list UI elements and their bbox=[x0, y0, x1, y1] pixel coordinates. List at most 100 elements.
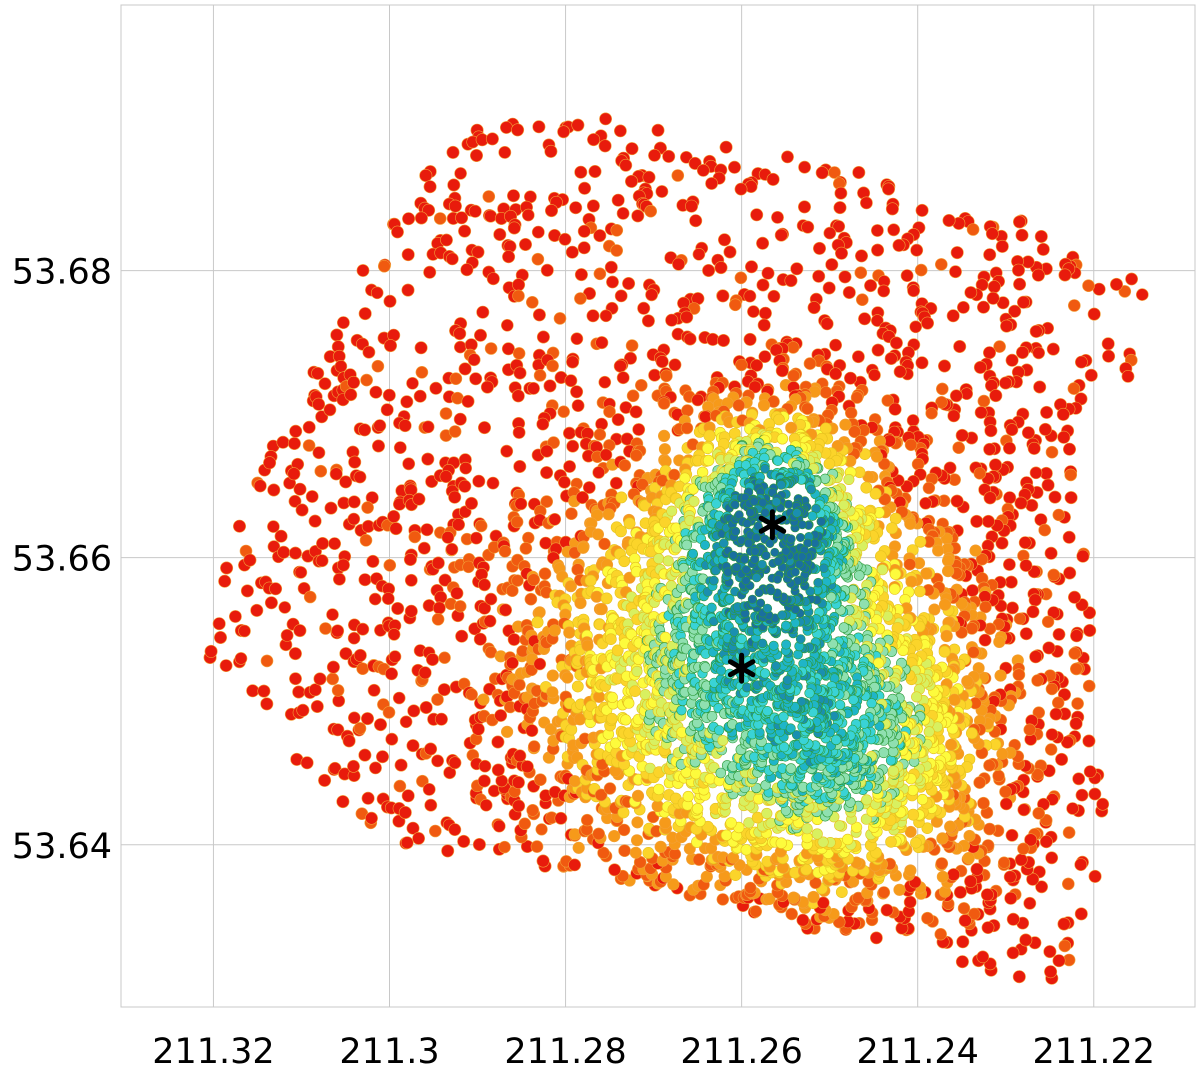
density-point bbox=[326, 660, 340, 674]
density-point bbox=[204, 644, 218, 658]
density-point bbox=[1024, 833, 1038, 847]
density-point bbox=[564, 374, 578, 388]
density-point bbox=[486, 476, 500, 490]
density-point bbox=[598, 537, 611, 551]
density-point bbox=[714, 725, 725, 736]
density-point bbox=[631, 665, 643, 677]
density-point bbox=[267, 520, 280, 533]
density-point bbox=[406, 821, 420, 835]
density-point bbox=[586, 309, 600, 323]
density-point bbox=[447, 178, 461, 192]
density-point bbox=[214, 630, 228, 644]
density-point bbox=[511, 775, 525, 789]
density-point bbox=[744, 260, 758, 274]
density-point bbox=[412, 492, 426, 506]
density-point bbox=[660, 369, 673, 383]
density-point bbox=[832, 220, 846, 233]
density-point bbox=[1045, 851, 1059, 865]
density-point bbox=[514, 497, 528, 511]
density-point bbox=[947, 409, 961, 423]
density-point bbox=[477, 601, 491, 615]
density-point bbox=[774, 228, 788, 242]
density-point bbox=[439, 470, 453, 483]
density-point bbox=[331, 723, 345, 737]
density-point bbox=[316, 536, 330, 550]
density-point bbox=[858, 312, 872, 326]
density-point bbox=[458, 479, 472, 493]
density-point bbox=[267, 483, 281, 497]
density-point bbox=[431, 556, 445, 570]
density-point bbox=[264, 596, 278, 610]
density-point bbox=[353, 470, 367, 484]
density-point bbox=[353, 722, 367, 735]
density-point bbox=[380, 403, 394, 417]
density-point bbox=[590, 590, 603, 603]
density-point bbox=[312, 397, 326, 411]
density-point bbox=[288, 546, 302, 560]
density-point bbox=[871, 224, 884, 237]
density-point bbox=[957, 300, 970, 314]
density-point bbox=[651, 123, 665, 137]
density-point bbox=[624, 174, 638, 188]
density-point bbox=[347, 375, 361, 389]
density-point bbox=[459, 461, 473, 475]
density-point bbox=[471, 722, 485, 736]
density-point bbox=[943, 461, 957, 475]
density-point bbox=[923, 726, 935, 738]
density-point bbox=[445, 542, 459, 556]
density-point bbox=[421, 452, 435, 466]
density-point bbox=[979, 600, 992, 614]
density-point bbox=[782, 675, 793, 685]
density-point bbox=[819, 473, 831, 484]
density-point bbox=[955, 955, 969, 969]
density-point bbox=[975, 553, 989, 566]
density-point bbox=[1003, 870, 1017, 884]
density-point bbox=[761, 266, 775, 280]
density-point bbox=[492, 819, 506, 833]
density-point bbox=[870, 314, 884, 327]
density-point bbox=[401, 248, 415, 262]
density-point bbox=[880, 903, 894, 917]
density-point bbox=[274, 529, 288, 543]
density-point bbox=[565, 507, 578, 521]
density-point bbox=[813, 577, 824, 588]
density-point bbox=[642, 170, 656, 184]
density-point bbox=[328, 761, 342, 775]
density-point bbox=[300, 756, 314, 770]
density-point bbox=[870, 450, 883, 463]
density-point bbox=[843, 371, 857, 385]
density-point bbox=[1088, 869, 1102, 883]
density-point bbox=[699, 539, 710, 550]
density-point bbox=[329, 467, 343, 481]
density-point bbox=[511, 123, 525, 137]
density-point bbox=[801, 402, 814, 415]
density-point bbox=[864, 279, 878, 293]
density-point bbox=[662, 555, 674, 567]
density-point bbox=[981, 921, 995, 934]
density-point bbox=[484, 342, 498, 355]
density-point bbox=[294, 566, 308, 579]
density-point bbox=[574, 292, 587, 305]
density-point bbox=[1064, 491, 1078, 505]
density-point bbox=[367, 683, 381, 697]
density-point bbox=[468, 204, 482, 218]
density-point bbox=[807, 301, 821, 315]
density-point bbox=[983, 491, 997, 505]
density-point bbox=[473, 632, 487, 646]
density-point bbox=[811, 828, 823, 840]
density-point bbox=[412, 832, 425, 845]
density-point bbox=[977, 796, 990, 810]
density-point bbox=[554, 811, 568, 825]
density-point bbox=[654, 840, 667, 853]
density-point bbox=[834, 699, 846, 711]
density-point bbox=[465, 688, 478, 701]
density-point bbox=[680, 421, 694, 435]
density-point bbox=[429, 381, 443, 395]
density-point bbox=[666, 505, 678, 517]
density-point bbox=[976, 300, 990, 314]
density-point bbox=[1051, 696, 1065, 709]
density-point bbox=[1029, 650, 1043, 664]
density-point bbox=[472, 837, 486, 851]
density-point bbox=[595, 417, 608, 431]
density-point bbox=[568, 858, 581, 872]
